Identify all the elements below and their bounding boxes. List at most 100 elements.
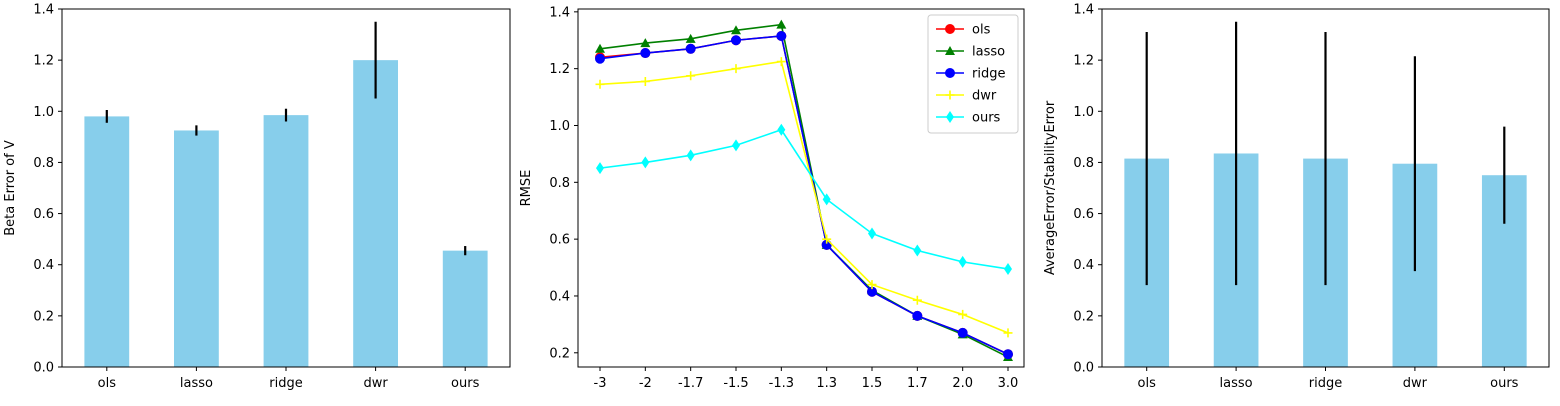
chart2-xtick-label: -1.3 xyxy=(769,376,794,391)
chart3-ytick-label: 1.4 xyxy=(1073,3,1094,18)
chart2-point-ridge xyxy=(640,48,651,59)
chart2-line-ridge xyxy=(599,35,1009,355)
chart3-ytick-label: 0.2 xyxy=(1073,309,1094,324)
chart2-xtick-label: 3.0 xyxy=(998,376,1019,391)
chart2-xtick-label: -1.7 xyxy=(678,376,703,391)
chart2-legend-label-ours: ours xyxy=(972,111,1001,126)
chart2-point-dwr xyxy=(686,71,696,81)
chart3-xtick-label: lasso xyxy=(1220,376,1253,391)
chart2-point-lasso xyxy=(685,33,696,43)
chart2-point-ours xyxy=(777,123,786,136)
chart2-legend-marker-lasso xyxy=(945,46,955,55)
chart2-axes-frame xyxy=(577,8,1025,368)
chart2-point-ours xyxy=(686,149,695,162)
chart1-xtick-label: ols xyxy=(98,376,117,391)
chart2-legend-marker-ols xyxy=(945,24,955,34)
chart2-point-dwr xyxy=(867,280,877,290)
chart2-point-ridge xyxy=(776,30,787,41)
chart2-ytick-label: 1.4 xyxy=(549,5,570,20)
chart2-xtick-label: 1.3 xyxy=(816,376,837,391)
chart2-legend-label-ols: ols xyxy=(972,23,991,38)
chart1-ytick-label: 0.0 xyxy=(33,361,54,376)
chart2-point-lasso xyxy=(776,19,787,29)
chart2-ytick-label: 0.2 xyxy=(549,346,570,361)
chart2-point-dwr xyxy=(640,76,650,86)
chart1-xtick-label: ours xyxy=(451,376,480,391)
chart2-point-ridge xyxy=(957,327,968,338)
chart2-legend: ols lasso ridge dwr ours xyxy=(927,14,1019,134)
chart3-ytick-label: 0.6 xyxy=(1073,207,1094,222)
chart3-xtick-label: dwr xyxy=(1403,376,1428,391)
chart2-legend-box xyxy=(927,14,1019,134)
chart2-point-ours xyxy=(732,139,740,152)
chart3-xtick-label: ours xyxy=(1490,376,1519,391)
chart2-xtick-label: 1.7 xyxy=(907,376,928,391)
chart2-point-dwr xyxy=(958,309,968,319)
chart1-bar-ols xyxy=(84,116,130,368)
chart2-ytick-label: 0.8 xyxy=(549,176,570,191)
chart2-point-lasso xyxy=(595,43,605,53)
chart2-legend-label-ridge: ridge xyxy=(972,67,1005,82)
chart2-point-ours xyxy=(958,255,967,268)
chart1: ols lasso ridge dwr ours 0.0 0.2 0.4 0.6 0.8 1.0 1.… xyxy=(3,3,511,391)
chart2-point-dwr xyxy=(1003,328,1013,338)
chart2-line-dwr xyxy=(599,60,1009,334)
chart2-xtick-label: -2 xyxy=(639,376,652,391)
chart3-axes-frame xyxy=(1101,8,1550,368)
chart3-ylabel: AverageError/StabilityError xyxy=(1043,100,1058,275)
chart2-point-dwr xyxy=(776,57,786,67)
chart2-legend-marker-ours xyxy=(946,111,954,123)
chart3-ytick-label: 1.2 xyxy=(1073,54,1094,69)
chart2-legend-marker-ridge xyxy=(945,68,955,78)
chart3-xtick-label: ridge xyxy=(1309,376,1342,391)
chart3-ytick-label: 0.4 xyxy=(1073,258,1094,273)
chart3: ols lasso ridge dwr ours 0.0 0.2 0.4 0.6 0.8 1.0 1.… xyxy=(1043,3,1550,391)
chart2-point-dwr xyxy=(912,295,922,305)
chart1-axes-frame xyxy=(61,8,511,368)
chart1-ytick-label: 1.2 xyxy=(33,54,54,69)
chart1-ylabel: Beta Error of V xyxy=(3,140,18,236)
chart3-ytick-label: 0.0 xyxy=(1073,361,1094,376)
chart2-xtick-label: 2.0 xyxy=(952,376,973,391)
chart1-bar-dwr xyxy=(353,60,398,368)
chart3-ytick-label: 0.8 xyxy=(1073,156,1094,171)
chart2-point-lasso xyxy=(640,38,651,48)
chart1-ytick-label: 0.8 xyxy=(33,156,54,171)
chart2-legend-label-dwr: dwr xyxy=(972,89,997,104)
chart2-line-ours xyxy=(599,128,1009,270)
chart2-point-ours xyxy=(822,193,831,206)
chart2-ytick-label: 0.4 xyxy=(549,289,570,304)
chart2-point-dwr xyxy=(731,64,741,74)
chart2-legend-label-lasso: lasso xyxy=(972,45,1005,60)
chart2-point-ours xyxy=(913,244,922,257)
chart2-point-dwr xyxy=(822,234,832,244)
chart3-ytick-label: 1.0 xyxy=(1073,105,1094,120)
chart2-point-ours xyxy=(1004,262,1012,275)
chart1-ytick-label: 0.2 xyxy=(33,309,54,324)
chart1-ytick-label: 0.6 xyxy=(33,207,54,222)
chart2-ytick-label: 1.0 xyxy=(549,119,570,134)
chart2-ytick-label: 1.2 xyxy=(549,62,570,77)
chart2-point-ridge xyxy=(1003,349,1013,360)
chart2-xtick-label: 1.5 xyxy=(862,376,883,391)
chart1-ytick-label: 1.0 xyxy=(33,105,54,120)
chart1-ytick-label: 1.4 xyxy=(33,3,54,18)
chart2-point-ridge xyxy=(731,35,741,46)
chart3-xtick-label: ols xyxy=(1138,376,1157,391)
chart2-ylabel: RMSE xyxy=(519,170,534,207)
chart1-bar-ours xyxy=(442,250,488,367)
chart1-bar-ridge xyxy=(263,115,309,367)
chart1-xtick-label: lasso xyxy=(180,376,213,391)
chart2-point-ridge xyxy=(912,310,923,321)
chart2-point-ridge xyxy=(595,53,605,64)
chart1-ytick-label: 0.4 xyxy=(33,258,54,273)
chart1-xtick-label: dwr xyxy=(363,376,388,391)
chart2-xtick-label: -3 xyxy=(594,376,607,391)
chart2-ytick-label: 0.6 xyxy=(549,233,570,248)
chart2-legend-marker-dwr xyxy=(945,90,955,100)
chart2-point-dwr xyxy=(595,79,605,89)
chart2-xtick-label: -1.5 xyxy=(723,376,748,391)
chart2: -3 -2 -1.7 -1.5 -1.3 1.3 1.5 1.7 2.0 3.0 0.2 0.4 0.6… xyxy=(519,5,1025,391)
